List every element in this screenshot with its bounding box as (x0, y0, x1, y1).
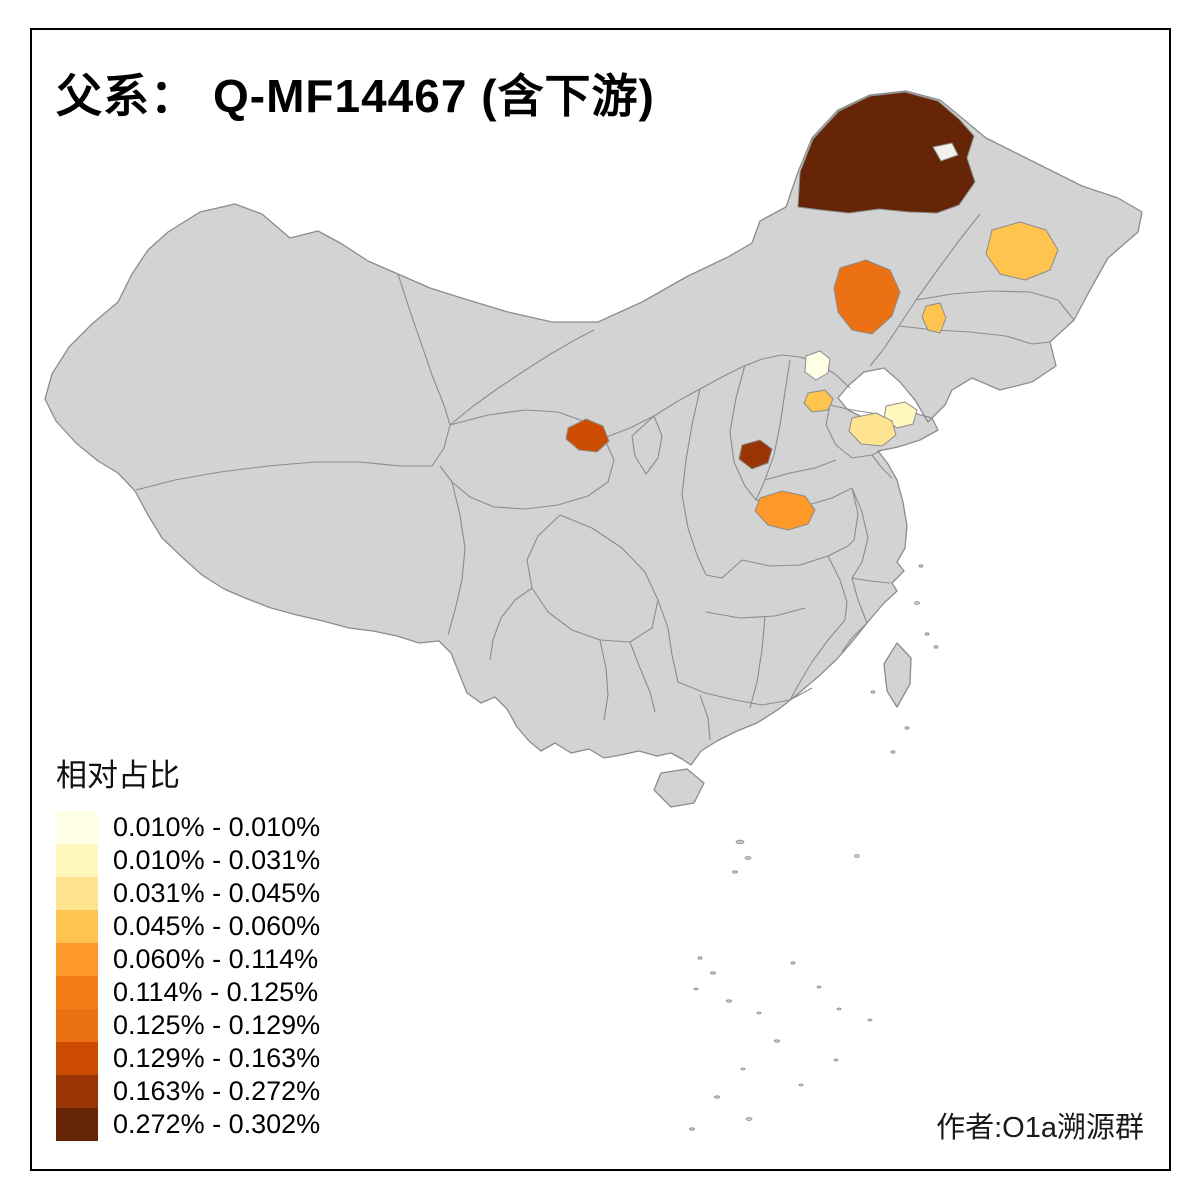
map-region-inner-mongolia-east (833, 259, 901, 335)
legend-item: 0.010% - 0.031% (56, 844, 320, 877)
legend: 相对占比 0.010% - 0.010% 0.010% - 0.031% 0.0… (56, 750, 320, 1141)
legend-swatch (56, 910, 98, 943)
map-region-northeast-large-enclave (932, 142, 959, 162)
legend-swatch (56, 1009, 98, 1042)
legend-swatch (56, 1042, 98, 1075)
page-title: 父系： Q-MF14467 (含下游) (56, 60, 655, 126)
hainan-island (653, 768, 705, 808)
legend-range-label: 0.272% - 0.302% (113, 1109, 321, 1139)
legend-range-label: 0.010% - 0.031% (113, 845, 321, 875)
legend-item: 0.045% - 0.060% (56, 910, 320, 943)
map-region-shanxi-south (738, 439, 773, 470)
legend-item: 0.129% - 0.163% (56, 1042, 320, 1075)
legend-item: 0.125% - 0.129% (56, 1009, 320, 1042)
legend-range-label: 0.060% - 0.114% (113, 944, 319, 974)
title-haplogroup: Q-MF14467 (含下游) (213, 70, 655, 122)
map-region-shandong-central (848, 412, 897, 447)
legend-item: 0.114% - 0.125% (56, 976, 320, 1009)
legend-item: 0.163% - 0.272% (56, 1075, 320, 1108)
legend-item: 0.010% - 0.010% (56, 811, 320, 844)
highlight-regions (565, 91, 1059, 531)
legend-range-label: 0.114% - 0.125% (113, 977, 319, 1007)
map-region-liaoning-west (921, 302, 947, 334)
map-region-henan-west (754, 490, 816, 531)
map-region-gansu-east (565, 418, 610, 453)
legend-swatch (56, 811, 98, 844)
title-prefix: 父系： (56, 70, 197, 122)
legend-range-label: 0.125% - 0.129% (113, 1010, 321, 1040)
legend-item: 0.060% - 0.114% (56, 943, 320, 976)
legend-item: 0.272% - 0.302% (56, 1108, 320, 1141)
map-region-northeast-large (797, 91, 976, 214)
province-borders (135, 213, 1075, 741)
legend-range-label: 0.129% - 0.163% (113, 1043, 321, 1073)
map-region-hebei-south (803, 389, 834, 413)
legend-range-label: 0.045% - 0.060% (113, 911, 321, 941)
legend-swatch (56, 976, 98, 1009)
legend-range-label: 0.163% - 0.272% (113, 1076, 321, 1106)
taiwan-island (883, 642, 912, 708)
map-region-northeast-plain (985, 221, 1059, 281)
south-china-sea-islands (689, 564, 939, 1131)
legend-item: 0.031% - 0.045% (56, 877, 320, 910)
legend-swatch (56, 844, 98, 877)
map-region-beijing (804, 350, 831, 381)
legend-title: 相对占比 (56, 758, 180, 793)
author-credit: 作者:O1a溯源群 (936, 1112, 1144, 1144)
legend-swatch (56, 877, 98, 910)
legend-range-label: 0.010% - 0.010% (113, 812, 321, 842)
legend-swatch (56, 1108, 98, 1141)
legend-swatch (56, 1075, 98, 1108)
legend-swatch (56, 943, 98, 976)
legend-range-label: 0.031% - 0.045% (113, 878, 321, 908)
